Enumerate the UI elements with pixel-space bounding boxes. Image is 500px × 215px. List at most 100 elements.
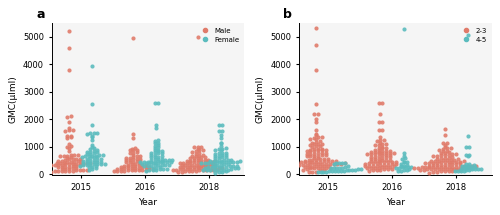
Point xyxy=(312,170,320,174)
Point xyxy=(212,148,220,151)
Point xyxy=(216,133,224,136)
Point xyxy=(444,161,452,164)
Point xyxy=(376,135,384,139)
Point xyxy=(212,161,220,164)
Point xyxy=(178,170,186,174)
Point xyxy=(124,167,132,170)
Point xyxy=(212,165,220,169)
Point xyxy=(468,164,475,168)
Point xyxy=(378,129,386,132)
Point xyxy=(374,143,382,147)
Point xyxy=(131,164,139,167)
Point xyxy=(322,162,330,166)
Point xyxy=(165,158,173,162)
Point xyxy=(392,162,400,166)
Point xyxy=(100,162,108,165)
Point xyxy=(166,160,174,164)
Point xyxy=(147,156,155,159)
Point xyxy=(332,166,340,170)
Point xyxy=(460,160,468,163)
Point xyxy=(65,46,73,49)
Point xyxy=(62,158,70,162)
Point xyxy=(401,156,409,160)
Point xyxy=(346,168,354,172)
Point xyxy=(94,160,102,164)
Point xyxy=(206,168,214,172)
Point xyxy=(149,161,157,165)
Point xyxy=(94,131,102,135)
Point xyxy=(63,156,71,159)
Point xyxy=(320,160,328,163)
Point xyxy=(86,147,94,150)
Point xyxy=(202,168,210,172)
Point xyxy=(156,167,164,171)
Point xyxy=(136,154,144,157)
Point xyxy=(308,145,316,148)
Point xyxy=(201,162,209,165)
Point xyxy=(154,141,162,145)
Point xyxy=(194,35,202,39)
Point xyxy=(134,166,142,170)
Point xyxy=(78,159,86,163)
Point xyxy=(400,160,407,163)
Point xyxy=(448,162,456,166)
Point xyxy=(232,164,240,168)
Point xyxy=(212,156,220,159)
Point xyxy=(448,160,456,164)
Point xyxy=(306,143,314,147)
Point xyxy=(54,163,62,167)
Point xyxy=(334,169,342,173)
Point xyxy=(134,168,142,172)
Point xyxy=(374,157,382,160)
Point xyxy=(316,160,324,163)
Point xyxy=(304,159,312,162)
Point xyxy=(210,168,218,172)
Point xyxy=(467,164,475,168)
Point xyxy=(378,146,386,149)
Point xyxy=(369,169,377,172)
Point xyxy=(208,166,216,169)
Point xyxy=(72,162,80,166)
Point xyxy=(130,36,138,40)
Point xyxy=(51,170,59,173)
Point xyxy=(196,151,203,154)
Point xyxy=(215,156,223,159)
Point xyxy=(384,167,392,171)
Point xyxy=(110,170,118,173)
Legend: Male, Female: Male, Female xyxy=(197,26,241,44)
Point xyxy=(442,149,450,153)
Point xyxy=(218,123,226,126)
Point xyxy=(128,162,136,166)
Point xyxy=(156,166,164,169)
Point xyxy=(369,161,377,164)
Point xyxy=(65,146,73,149)
Point xyxy=(318,162,326,166)
Point xyxy=(308,158,316,162)
Point xyxy=(300,159,308,163)
Point xyxy=(204,160,212,164)
Point xyxy=(314,135,322,139)
Point xyxy=(183,166,191,169)
Point xyxy=(462,162,470,166)
Point xyxy=(128,164,136,168)
Point xyxy=(63,134,71,138)
Point xyxy=(90,149,98,153)
Point xyxy=(88,135,96,138)
Point xyxy=(154,157,162,161)
Point xyxy=(44,163,52,167)
Point xyxy=(374,152,382,155)
Point xyxy=(314,152,322,155)
Point xyxy=(462,167,470,170)
Point xyxy=(67,145,75,148)
Point xyxy=(437,165,445,169)
Point xyxy=(322,148,330,152)
Point xyxy=(147,154,155,157)
Point xyxy=(154,145,162,149)
Point xyxy=(342,168,350,172)
Point xyxy=(398,165,406,169)
Point xyxy=(208,166,216,169)
Point xyxy=(186,161,194,164)
Point xyxy=(312,134,320,137)
Point xyxy=(406,168,413,171)
Point xyxy=(88,144,96,147)
